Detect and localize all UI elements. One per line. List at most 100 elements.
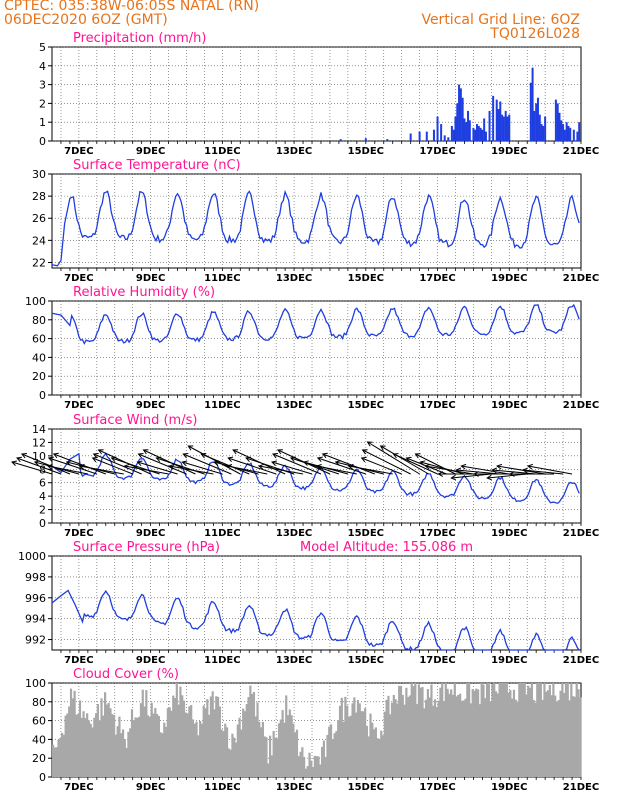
cloud-bar bbox=[372, 729, 376, 777]
cloud-bar bbox=[520, 683, 523, 777]
x-tick-label: 21DEC bbox=[563, 528, 599, 539]
y-tick-label: 0 bbox=[39, 135, 46, 148]
y-tick-label: 1000 bbox=[18, 550, 46, 563]
wind-vector-head bbox=[123, 463, 130, 470]
precip-bar bbox=[572, 129, 575, 141]
y-tick-label: 80 bbox=[32, 696, 46, 709]
cloud-bar bbox=[328, 726, 331, 777]
cloud-bar bbox=[164, 726, 168, 777]
x-tick-label: 15DEC bbox=[348, 273, 384, 284]
wind-vector-head bbox=[321, 452, 328, 459]
wind-vector bbox=[169, 465, 214, 475]
cloud-bar bbox=[120, 733, 123, 777]
cloud-bar bbox=[351, 703, 354, 777]
cloud-bar bbox=[107, 702, 110, 777]
wind-vector-head bbox=[473, 471, 479, 477]
cloud-bar bbox=[138, 716, 141, 777]
cloud-bar bbox=[220, 729, 223, 777]
wind-vector bbox=[79, 465, 124, 475]
cloud-bar bbox=[283, 722, 286, 777]
cloud-bar bbox=[229, 749, 232, 777]
cloud-bar bbox=[331, 739, 334, 777]
wind-vector-head bbox=[526, 463, 533, 470]
wind-vector bbox=[316, 465, 357, 475]
cloud-bar bbox=[548, 684, 551, 777]
series-line bbox=[51, 589, 580, 651]
cloud-bar bbox=[193, 723, 196, 777]
y-tick-label: 26 bbox=[32, 212, 46, 225]
wind-vector-head bbox=[302, 460, 309, 466]
wind-vector-head bbox=[272, 453, 279, 459]
cloud-bar bbox=[123, 739, 126, 777]
cloud-bar bbox=[320, 746, 324, 777]
wind-vector bbox=[380, 445, 429, 475]
precip-bar bbox=[563, 129, 566, 141]
cloud-bar bbox=[163, 722, 166, 777]
cloud-bar bbox=[503, 683, 507, 777]
x-tick-label: 21DEC bbox=[563, 655, 599, 666]
wind-vector bbox=[322, 453, 375, 475]
cloud-bar bbox=[216, 696, 220, 777]
x-tick-label: 17DEC bbox=[419, 273, 455, 284]
precip-bar bbox=[538, 114, 541, 141]
wind-vector bbox=[420, 461, 465, 475]
cloud-bar bbox=[505, 683, 508, 777]
wind-vector-head bbox=[16, 456, 22, 463]
cloud-bar bbox=[532, 699, 535, 777]
cloud-bar bbox=[457, 694, 460, 777]
cloud-bar bbox=[326, 734, 329, 777]
cloud-bar bbox=[473, 690, 476, 777]
cloud-bar bbox=[231, 733, 234, 777]
cloud-bar bbox=[181, 695, 184, 777]
cloud-bar bbox=[528, 687, 532, 777]
cloud-bar bbox=[367, 736, 370, 777]
y-tick-label: 2 bbox=[39, 97, 46, 110]
cloud-bar bbox=[209, 696, 213, 777]
cloud-bar bbox=[82, 711, 85, 777]
precip-bar bbox=[475, 124, 478, 141]
cloud-bar bbox=[75, 714, 78, 777]
wind-vector-head bbox=[455, 467, 462, 474]
cloud-bar bbox=[572, 696, 575, 777]
cloud-bar bbox=[442, 700, 446, 777]
wind-vector bbox=[227, 457, 277, 475]
cloud-bar bbox=[263, 736, 266, 777]
cloud-bar bbox=[148, 717, 152, 777]
wind-vector-head bbox=[92, 453, 99, 459]
cloud-bar bbox=[199, 720, 202, 777]
cloud-bar bbox=[55, 747, 58, 777]
cloud-bar bbox=[267, 763, 270, 777]
wind-vector-head bbox=[47, 456, 54, 463]
precip-bar bbox=[418, 131, 421, 141]
cloud-bar bbox=[252, 692, 256, 777]
cloud-bar bbox=[509, 690, 512, 777]
cloud-bar bbox=[313, 755, 317, 777]
y-tick-label: 994 bbox=[25, 613, 46, 626]
y-tick-label: 30 bbox=[32, 168, 46, 181]
precip-bar bbox=[544, 116, 547, 141]
cloud-bar bbox=[365, 725, 369, 777]
cloud-bar bbox=[274, 737, 277, 777]
cloud-bar bbox=[104, 692, 107, 777]
cloud-bar bbox=[349, 715, 352, 777]
x-tick-label: 15DEC bbox=[348, 146, 384, 157]
panel-title: Cloud Cover (%) bbox=[73, 667, 179, 682]
cloud-bar bbox=[168, 707, 171, 777]
cloud-bar bbox=[317, 756, 320, 777]
wind-vector-head bbox=[361, 449, 368, 455]
wind-vector bbox=[183, 453, 232, 475]
precip-bar bbox=[450, 125, 453, 141]
wind-vector bbox=[93, 453, 142, 475]
wind-vector-head bbox=[142, 449, 149, 455]
cloud-bar bbox=[419, 687, 422, 777]
x-tick-label: 21DEC bbox=[563, 782, 599, 793]
cloud-bar bbox=[234, 742, 238, 777]
cloud-bar bbox=[347, 716, 351, 777]
cloud-bar bbox=[243, 711, 247, 777]
wind-vector-head bbox=[460, 463, 467, 470]
wind-vector bbox=[461, 465, 510, 475]
cloud-bar bbox=[208, 714, 211, 777]
y-tick-label: 60 bbox=[32, 333, 46, 346]
cloud-bar bbox=[242, 708, 245, 777]
cloud-bar bbox=[374, 727, 377, 777]
